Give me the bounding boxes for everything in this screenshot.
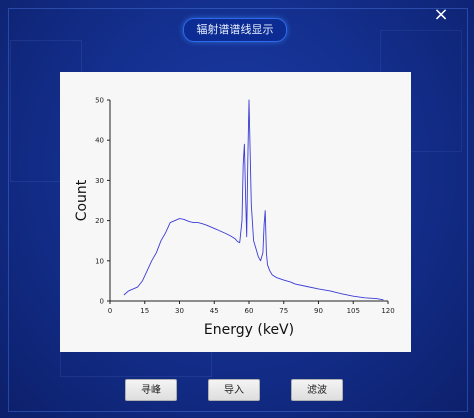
spectrum-chart-panel: 0 15 30 45 60 75 90 105 120 0 10 20 30 40 50 Energy (ke… bbox=[60, 72, 411, 352]
find-peak-button[interactable]: 寻峰 bbox=[125, 379, 177, 401]
dialog-title: 辐射谱谱线显示 bbox=[183, 18, 287, 42]
dialog-frame bbox=[8, 8, 468, 412]
y-tick-label: 40 bbox=[95, 137, 104, 145]
x-tick-label: 60 bbox=[245, 307, 254, 315]
x-tick-label: 90 bbox=[314, 307, 323, 315]
x-tick-label: 45 bbox=[210, 307, 219, 315]
x-axis-title: Energy (keV) bbox=[204, 322, 294, 338]
y-tick-label: 30 bbox=[95, 177, 104, 185]
x-tick-label: 30 bbox=[175, 307, 184, 315]
y-tick-label: 20 bbox=[95, 217, 104, 225]
close-button[interactable]: × bbox=[433, 4, 449, 25]
y-tick-label: 50 bbox=[95, 97, 104, 105]
x-tick-label: 120 bbox=[381, 307, 394, 315]
y-tick-label: 10 bbox=[95, 257, 104, 265]
x-tick-label: 0 bbox=[108, 307, 112, 315]
filter-button[interactable]: 滤波 bbox=[291, 379, 343, 401]
import-button[interactable]: 导入 bbox=[208, 379, 260, 401]
spectrum-chart: 0 15 30 45 60 75 90 105 120 0 10 20 30 40 50 Energy (ke… bbox=[74, 97, 395, 339]
y-axis-title: Count bbox=[74, 179, 90, 221]
spectrum-series-line bbox=[123, 99, 384, 301]
y-tick-label: 0 bbox=[100, 298, 104, 306]
x-tick-label: 105 bbox=[347, 307, 360, 315]
x-tick-label: 75 bbox=[279, 307, 288, 315]
x-tick-label: 15 bbox=[140, 307, 149, 315]
